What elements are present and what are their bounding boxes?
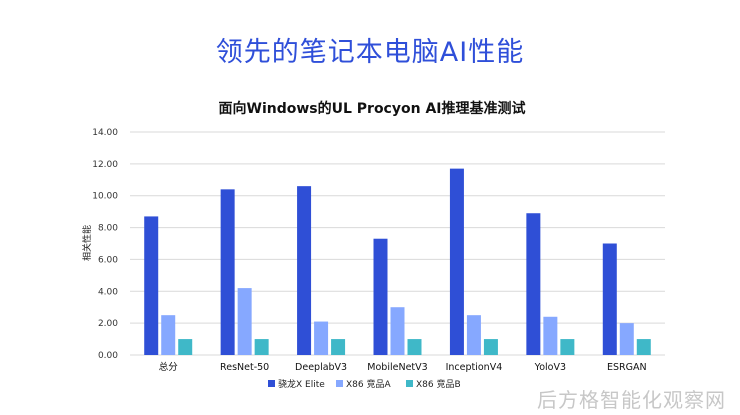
y-tick-label: 6.00	[98, 255, 118, 265]
x-tick-label: ResNet-50	[220, 362, 269, 373]
x-tick-labels: 总分 ResNet-50 DeeplabV3 MobileNetV3 Inception…	[159, 361, 647, 373]
legend-swatch	[406, 380, 413, 387]
bar-2	[466, 315, 481, 355]
bar-3	[560, 339, 575, 355]
x-tick-label: InceptionV4	[446, 362, 503, 373]
bar-1	[526, 213, 541, 355]
chart-title: 面向Windows的UL Procyon AI推理基准测试	[219, 100, 526, 117]
y-tick-label: 0.00	[98, 351, 118, 361]
x-tick-label: YoloV3	[534, 362, 566, 373]
bar-2	[543, 316, 558, 355]
y-tick-label: 10.00	[92, 192, 118, 202]
x-tick-label: DeeplabV3	[295, 362, 347, 373]
bar-1	[297, 186, 312, 355]
bar-3	[331, 339, 346, 355]
legend-label: X86 竞品A	[346, 378, 391, 390]
x-tick-label: 总分	[159, 361, 179, 373]
bar-2	[237, 288, 252, 355]
bar-1	[602, 243, 617, 355]
bar-2	[619, 323, 634, 355]
bar-1	[144, 216, 159, 355]
bar-2	[314, 321, 329, 355]
y-tick-label: 4.00	[98, 287, 118, 297]
bar-3	[636, 339, 651, 355]
slide-title: 领先的笔记本电脑AI性能	[215, 37, 525, 68]
x-tick-label: MobileNetV3	[367, 362, 427, 373]
x-tick-label: ESRGAN	[607, 362, 647, 373]
y-tick-label: 2.00	[98, 319, 118, 329]
bar-3	[254, 339, 269, 355]
bar-1	[449, 168, 464, 355]
legend-swatch	[268, 380, 275, 387]
bar-3	[178, 339, 193, 355]
watermark: 后方格智能化观察网	[537, 388, 726, 412]
legend-label: 骁龙X Elite	[278, 378, 325, 390]
legend-label: X86 竞品B	[416, 378, 461, 390]
bar-1	[220, 189, 235, 355]
bar-3	[407, 339, 422, 355]
bar-1	[373, 238, 388, 355]
bar-3	[483, 339, 498, 355]
bars	[144, 168, 651, 355]
y-tick-label: 14.00	[92, 128, 118, 138]
bar-2	[161, 315, 176, 355]
y-axis-label: 相关性能	[81, 225, 93, 261]
y-tick-labels: 0.00 2.00 4.00 6.00 8.00 10.00 12.00 14.00	[92, 128, 118, 361]
bar-2	[390, 307, 405, 355]
legend-swatch	[336, 380, 343, 387]
legend: 骁龙X Elite X86 竞品A X86 竞品B	[268, 378, 461, 390]
y-tick-label: 12.00	[92, 160, 118, 170]
y-tick-label: 8.00	[98, 224, 118, 234]
